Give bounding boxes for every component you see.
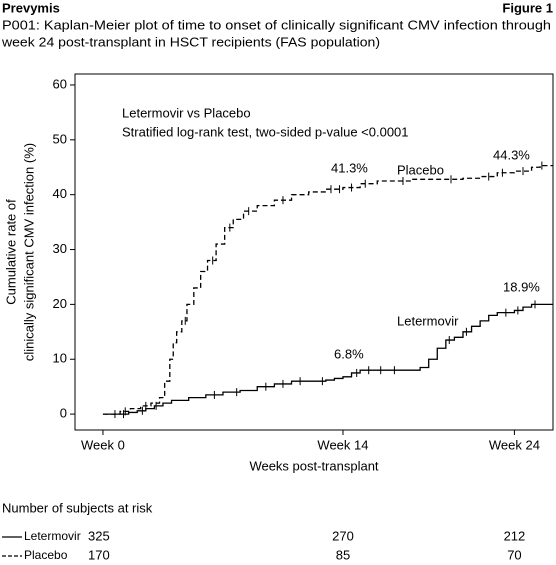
risk-count: 212	[504, 528, 526, 543]
y-tick-label: 0	[60, 406, 67, 421]
annotation: Letermovir vs Placebo	[122, 105, 251, 120]
risk-count: 170	[88, 547, 110, 562]
y-axis-label: clinically significant CMV infection (%)	[21, 143, 36, 361]
y-tick-label: 40	[53, 186, 67, 201]
y-tick-label: 20	[53, 296, 67, 311]
survival-curve	[102, 164, 553, 415]
y-axis-label: Cumulative rate of	[3, 199, 18, 305]
risk-count: 325	[88, 528, 110, 543]
annotation: 44.3%	[493, 147, 530, 162]
risk-count: 70	[507, 547, 521, 562]
x-tick-label: Week 14	[317, 437, 368, 452]
title-line: week 24 post-transplant in HSCT recipien…	[1, 34, 380, 49]
x-tick-label: Week 0	[81, 437, 125, 452]
annotation: 18.9%	[503, 279, 540, 294]
y-tick-label: 50	[53, 131, 67, 146]
risk-title: Number of subjects at risk	[2, 500, 153, 515]
risk-label: Placebo	[24, 548, 68, 562]
title-line: P001: Kaplan-Meier plot of time to onset…	[2, 17, 551, 32]
risk-count: 85	[336, 547, 350, 562]
y-tick-label: 10	[53, 351, 67, 366]
header-left: Prevymis	[2, 0, 60, 15]
annotation: Placebo	[397, 162, 444, 177]
y-tick-label: 60	[53, 76, 67, 91]
risk-count: 270	[332, 528, 354, 543]
annotation: Letermovir	[397, 313, 459, 328]
header-right: Figure 1	[502, 0, 553, 15]
annotation: 41.3%	[331, 160, 368, 175]
x-axis-label: Weeks post-transplant	[249, 458, 378, 473]
y-tick-label: 30	[53, 241, 67, 256]
risk-label: Letermovir	[24, 529, 81, 543]
annotation: Stratified log-rank test, two-sided p-va…	[122, 124, 409, 139]
survival-curve	[102, 303, 553, 415]
plot-frame	[74, 73, 554, 431]
x-tick-label: Week 24	[489, 437, 540, 452]
annotation: 6.8%	[334, 346, 364, 361]
